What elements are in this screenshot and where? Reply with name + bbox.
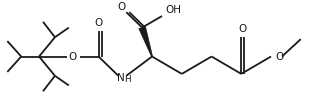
Text: H: H bbox=[124, 75, 130, 84]
Text: N: N bbox=[117, 73, 125, 83]
Text: O: O bbox=[238, 24, 246, 34]
Text: O: O bbox=[94, 18, 103, 28]
Text: OH: OH bbox=[166, 5, 182, 15]
Text: O: O bbox=[69, 52, 77, 61]
Polygon shape bbox=[139, 26, 152, 57]
Text: O: O bbox=[275, 52, 283, 61]
Text: O: O bbox=[117, 2, 125, 12]
